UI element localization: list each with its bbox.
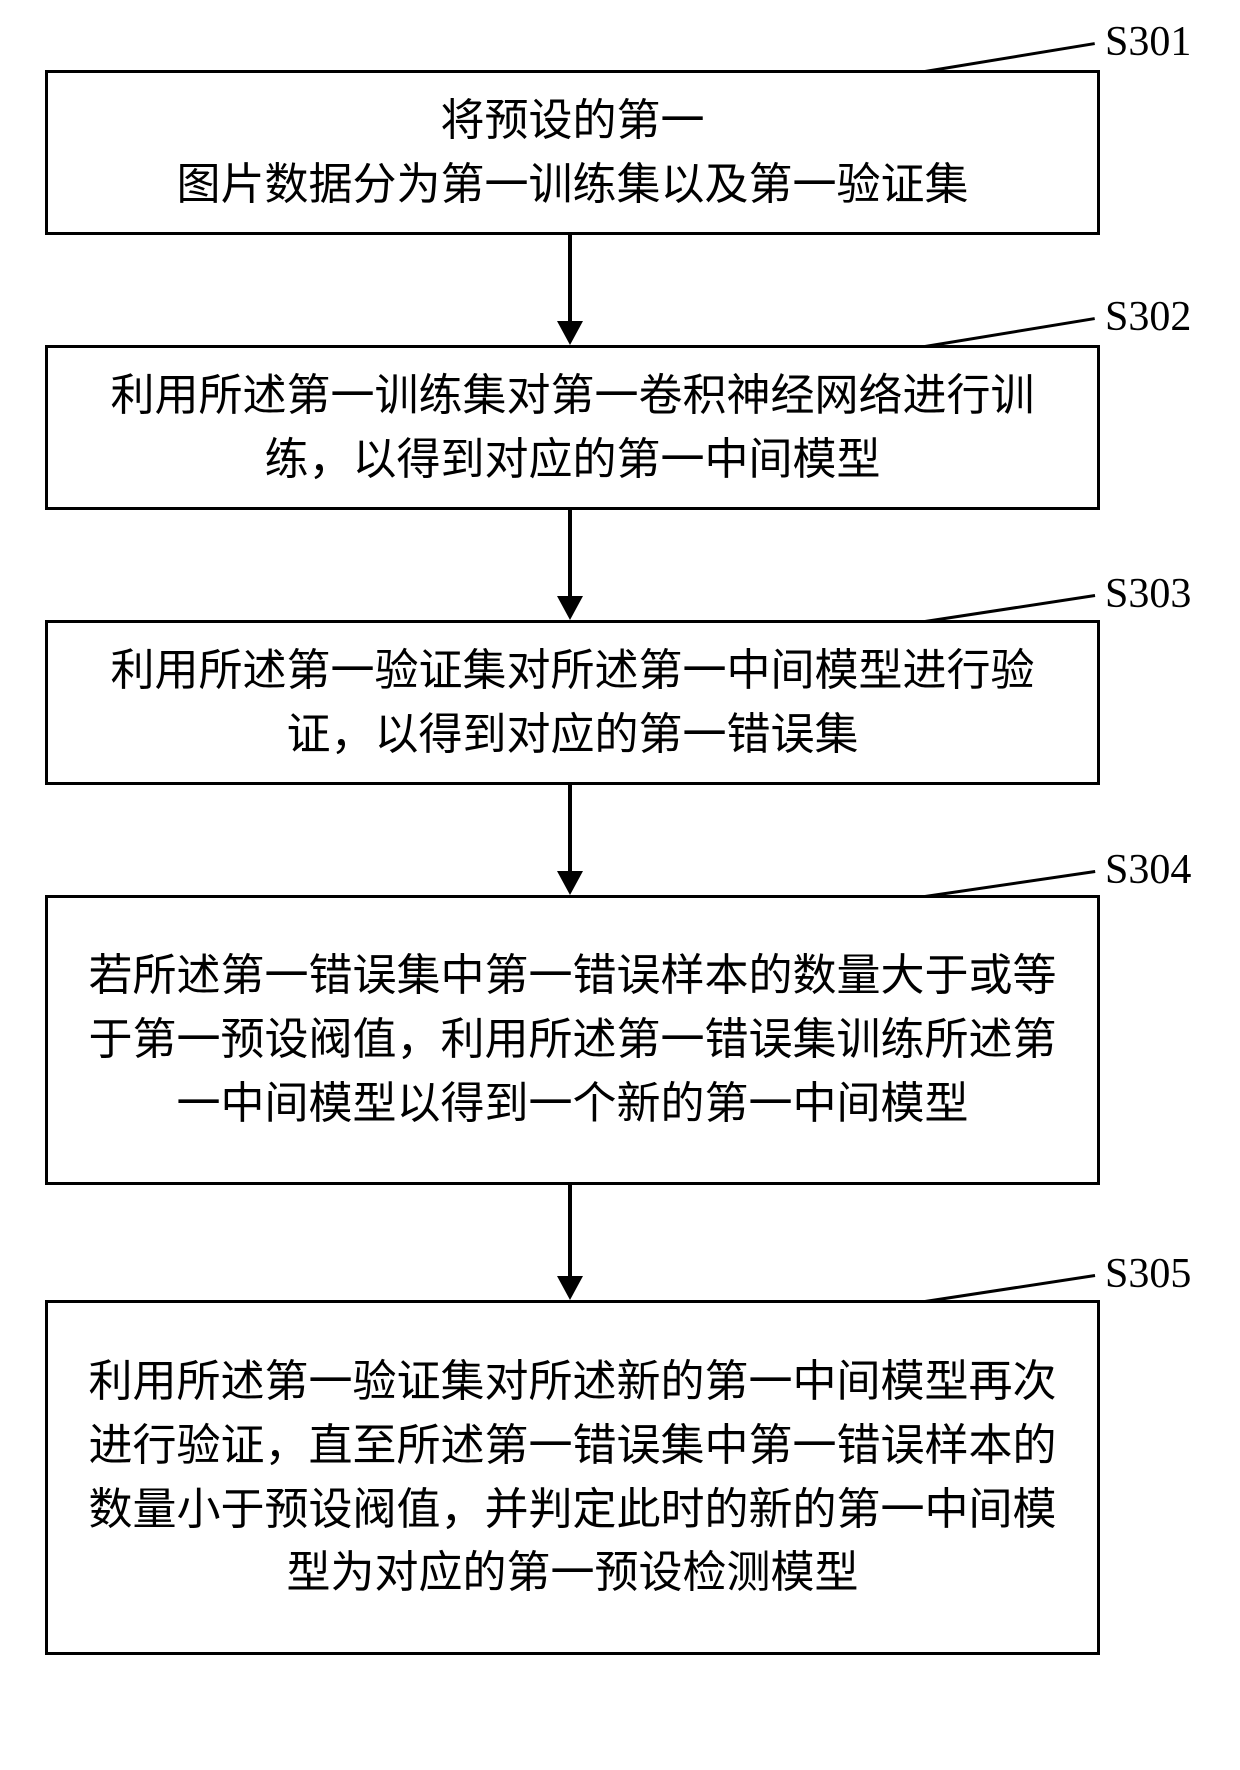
connector-s303 bbox=[925, 594, 1095, 623]
step-text-s301: 将预设的第一 图片数据分为第一训练集以及第一验证集 bbox=[177, 89, 969, 217]
step-box-s301: 将预设的第一 图片数据分为第一训练集以及第一验证集 bbox=[45, 70, 1100, 235]
step-label-s304: S304 bbox=[1105, 846, 1191, 894]
arrow-shaft-s302-s303 bbox=[568, 510, 572, 596]
arrow-shaft-s301-s302 bbox=[568, 235, 572, 321]
arrow-head-s303-s304 bbox=[557, 871, 583, 895]
step-text-s304: 若所述第一错误集中第一错误样本的数量大于或等于第一预设阀值，利用所述第一错误集训… bbox=[84, 944, 1061, 1135]
step-box-s303: 利用所述第一验证集对所述第一中间模型进行验证，以得到对应的第一错误集 bbox=[45, 620, 1100, 785]
arrow-shaft-s303-s304 bbox=[568, 785, 572, 871]
step-box-s304: 若所述第一错误集中第一错误样本的数量大于或等于第一预设阀值，利用所述第一错误集训… bbox=[45, 895, 1100, 1185]
step-text-s305: 利用所述第一验证集对所述新的第一中间模型再次进行验证，直至所述第一错误集中第一错… bbox=[84, 1350, 1061, 1605]
arrow-head-s304-s305 bbox=[557, 1276, 583, 1300]
step-box-s305: 利用所述第一验证集对所述新的第一中间模型再次进行验证，直至所述第一错误集中第一错… bbox=[45, 1300, 1100, 1655]
arrow-shaft-s304-s305 bbox=[568, 1185, 572, 1276]
step-label-s301: S301 bbox=[1105, 18, 1191, 66]
flowchart-canvas: 将预设的第一 图片数据分为第一训练集以及第一验证集 利用所述第一训练集对第一卷积… bbox=[0, 0, 1240, 1770]
arrow-head-s301-s302 bbox=[557, 321, 583, 345]
connector-s302 bbox=[925, 317, 1095, 348]
step-label-s303: S303 bbox=[1105, 570, 1191, 618]
step-label-s302: S302 bbox=[1105, 293, 1191, 341]
arrow-head-s302-s303 bbox=[557, 596, 583, 620]
step-label-s305: S305 bbox=[1105, 1250, 1191, 1298]
connector-s305 bbox=[925, 1274, 1095, 1303]
connector-s301 bbox=[925, 42, 1095, 73]
step-text-s302: 利用所述第一训练集对第一卷积神经网络进行训练，以得到对应的第一中间模型 bbox=[84, 364, 1061, 492]
connector-s304 bbox=[925, 870, 1095, 898]
step-box-s302: 利用所述第一训练集对第一卷积神经网络进行训练，以得到对应的第一中间模型 bbox=[45, 345, 1100, 510]
step-text-s303: 利用所述第一验证集对所述第一中间模型进行验证，以得到对应的第一错误集 bbox=[84, 639, 1061, 767]
